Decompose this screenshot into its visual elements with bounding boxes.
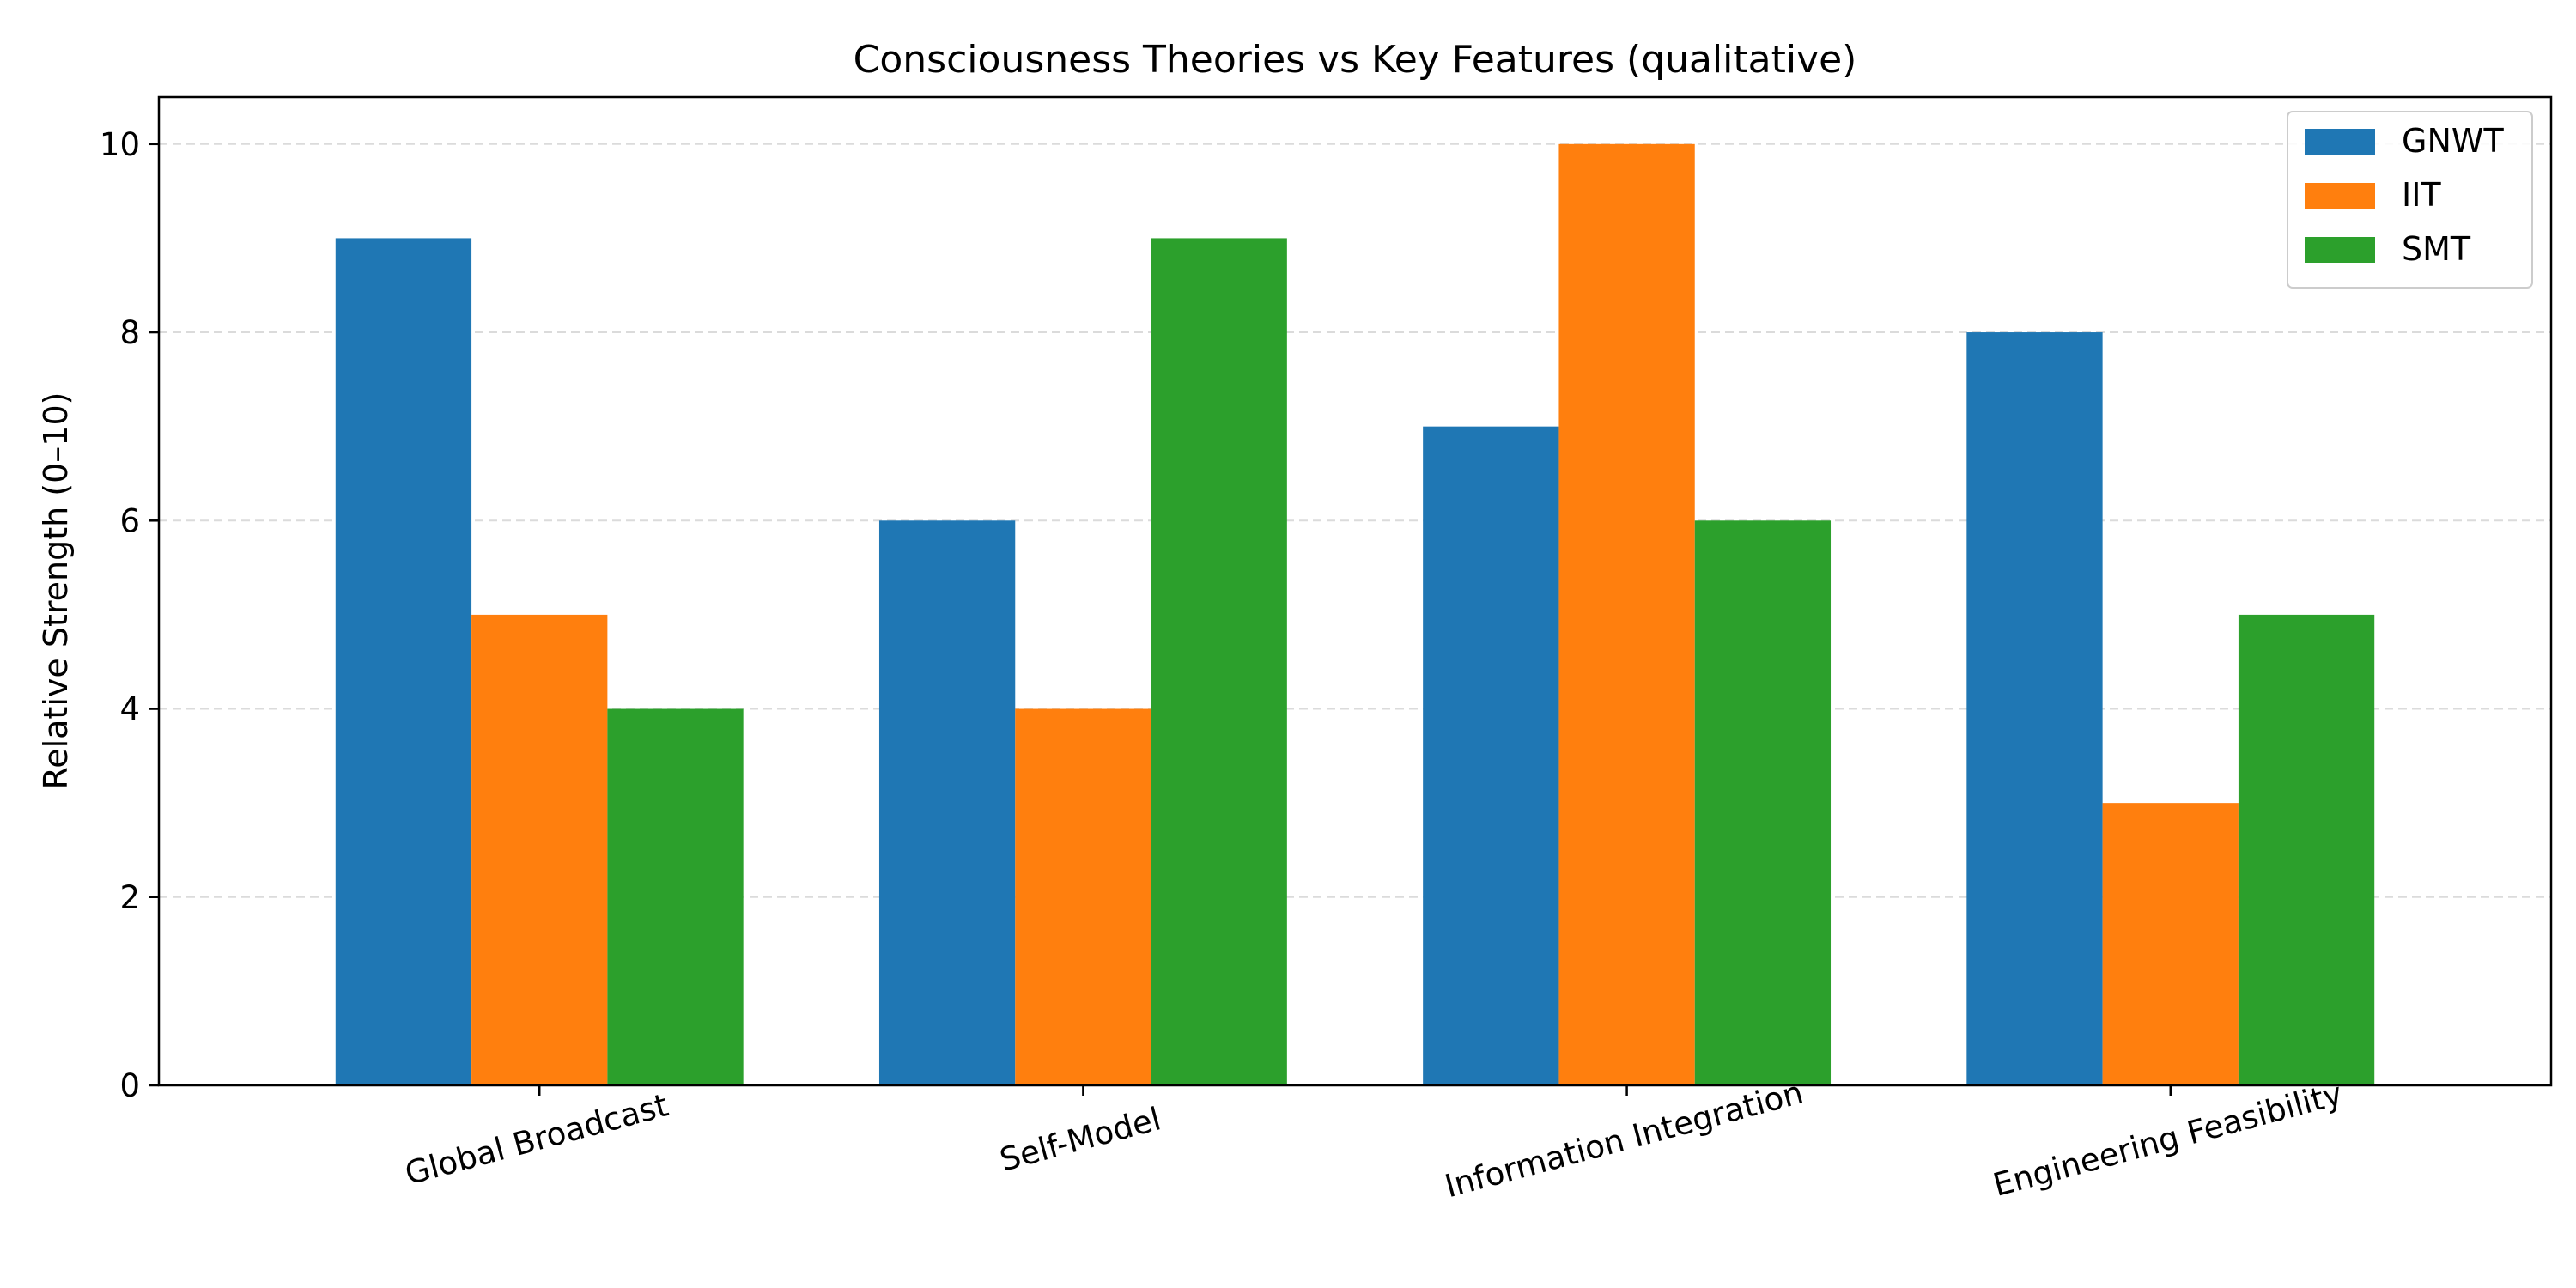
y-tick-label: 0: [119, 1067, 140, 1104]
bar-iit-0: [471, 614, 608, 1085]
y-tick-label: 2: [119, 879, 140, 916]
plot-frame: [157, 95, 2553, 1087]
x-tick-label: Engineering Feasibility: [1990, 1075, 2347, 1204]
y-axis-label: Relative Strength (0–10): [37, 392, 75, 790]
bar-smt-3: [2238, 614, 2375, 1085]
legend-swatch-iit: [2305, 183, 2375, 209]
bar-smt-1: [1151, 238, 1287, 1085]
bar-gnwt-2: [1423, 426, 1559, 1086]
bar-iit-2: [1558, 143, 1695, 1085]
y-tick-label: 4: [119, 691, 140, 728]
legend-items: GNWT IIT SMT: [2305, 122, 2504, 268]
x-axis-ticks: Global Broadcast Self-Model Information In…: [401, 1074, 2346, 1206]
bar-gnwt-0: [335, 238, 472, 1085]
legend-label-smt: SMT: [2402, 230, 2471, 268]
chart-title: Consciousness Theories vs Key Features (…: [854, 38, 1857, 82]
legend-label-gnwt: GNWT: [2402, 122, 2504, 160]
bar-iit-3: [2102, 803, 2239, 1085]
x-tick-label: Self-Model: [996, 1100, 1165, 1178]
bar-smt-0: [607, 708, 744, 1085]
bar-iit-1: [1015, 708, 1151, 1085]
x-tick-label: Information Integration: [1441, 1074, 1807, 1206]
legend-label-iit: IIT: [2402, 176, 2441, 214]
bars-layer: [335, 143, 2375, 1086]
y-tick-label: 8: [119, 314, 140, 351]
legend: GNWT IIT SMT: [2287, 111, 2533, 289]
x-tick-label: Global Broadcast: [401, 1086, 672, 1192]
y-tick-label: 10: [100, 126, 140, 163]
bar-gnwt-3: [1966, 332, 2103, 1085]
y-axis-ticks: 0 2 4 6 8 10: [100, 126, 159, 1104]
y-tick-label: 6: [119, 502, 140, 539]
legend-swatch-smt: [2305, 237, 2375, 263]
bar-smt-2: [1694, 520, 1832, 1085]
legend-swatch-gnwt: [2305, 129, 2375, 155]
bar-gnwt-1: [878, 520, 1016, 1085]
